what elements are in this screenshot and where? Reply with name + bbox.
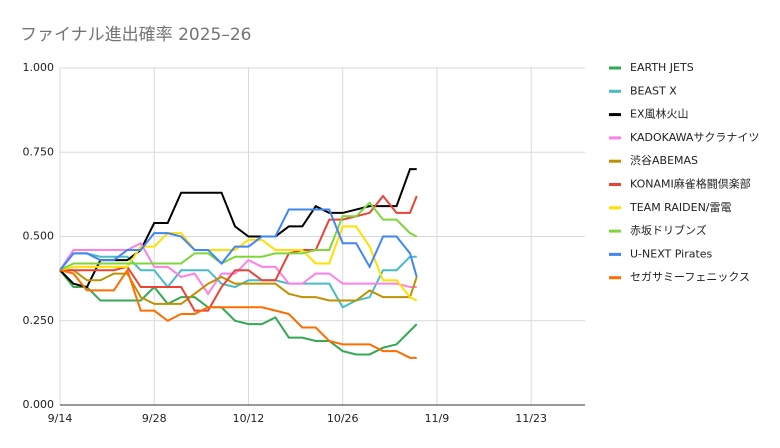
legend-label: KADOKAWAサクラナイツ bbox=[630, 131, 759, 144]
x-tick-label: 9/28 bbox=[142, 412, 167, 425]
series-line bbox=[59, 267, 417, 359]
series-line bbox=[59, 241, 417, 296]
x-tick-label: 11/9 bbox=[425, 412, 450, 425]
legend-label: 赤坂ドリブンズ bbox=[630, 223, 707, 237]
series-line bbox=[59, 168, 417, 289]
series-line bbox=[59, 269, 418, 356]
legend-label: 渋谷ABEMAS bbox=[630, 154, 698, 167]
y-tick-label: 1.000 bbox=[23, 61, 55, 74]
x-tick-label: 11/23 bbox=[515, 412, 547, 425]
legend-label: U-NEXT Pirates bbox=[630, 247, 713, 260]
legend-label: BEAST X bbox=[630, 84, 677, 97]
legend-label: セガサミーフェニックス bbox=[630, 271, 750, 284]
x-tick-label: 10/26 bbox=[327, 412, 359, 425]
y-tick-label: 0.750 bbox=[23, 145, 55, 158]
x-tick-label: 10/12 bbox=[233, 412, 265, 425]
legend-label: TEAM RAIDEN/雷電 bbox=[629, 201, 732, 214]
series-line bbox=[59, 252, 417, 309]
legend-label: KONAMI麻雀格闘倶楽部 bbox=[630, 177, 751, 191]
y-tick-label: 0.250 bbox=[23, 314, 55, 327]
series-line bbox=[60, 269, 418, 305]
series-line bbox=[59, 208, 418, 278]
legend-label: EX風林火山 bbox=[630, 107, 689, 121]
series-line bbox=[60, 194, 418, 312]
chart-title: ファイナル進出確率 2025–26 bbox=[20, 25, 251, 45]
x-tick-label: 9/14 bbox=[48, 412, 73, 425]
legend-label: EARTH JETS bbox=[630, 61, 694, 74]
y-tick-label: 0.000 bbox=[23, 398, 55, 411]
y-tick-label: 0.500 bbox=[23, 230, 55, 243]
series-line bbox=[59, 201, 418, 272]
series-line bbox=[59, 225, 418, 302]
